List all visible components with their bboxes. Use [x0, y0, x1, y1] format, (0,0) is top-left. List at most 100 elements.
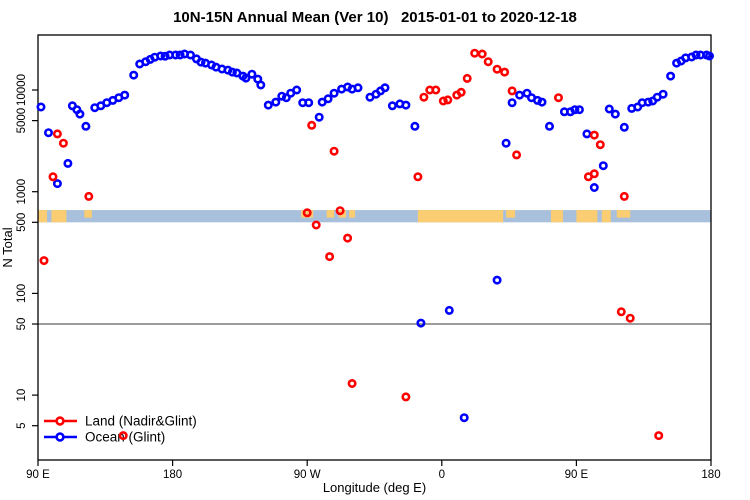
ocean-point [658, 89, 668, 99]
x-tick-label: 90 E [565, 469, 589, 481]
legend-marker-icon [55, 416, 65, 426]
ocean-point [574, 105, 584, 115]
ocean-point [120, 90, 130, 100]
y-tick-label: 50 [16, 318, 28, 331]
latitude-band-land-segment [349, 210, 356, 218]
latitude-band-land-segment [301, 210, 314, 218]
land-point [595, 140, 605, 150]
y-axis-title: N Total [0, 227, 15, 267]
ocean-point [175, 50, 185, 60]
land-point [462, 73, 472, 83]
ocean-point [570, 105, 580, 115]
ocean-point [156, 51, 166, 61]
land-point [431, 85, 441, 95]
ocean-point [544, 121, 554, 131]
ocean-point [416, 318, 426, 328]
ocean-point [515, 90, 525, 100]
ocean-point [459, 413, 469, 423]
latitude-band-ocean [38, 210, 711, 223]
legend-marker-icon [55, 432, 65, 442]
ocean-point [643, 97, 653, 107]
latitude-band-land-segment [550, 210, 563, 223]
land-point [52, 129, 62, 139]
latitude-band-land-segment [506, 210, 516, 218]
ocean-point [63, 158, 73, 168]
ocean-point [277, 91, 287, 101]
latitude-band-land-segment [326, 210, 335, 218]
x-tick-label: 90 E [26, 469, 50, 481]
ocean-point [537, 97, 547, 107]
ocean-point [160, 51, 170, 61]
ocean-point [387, 101, 397, 111]
ocean-point [666, 71, 676, 81]
ocean-point [619, 122, 629, 132]
ocean-point [247, 69, 257, 79]
ocean-point [256, 80, 266, 90]
ocean-point [186, 50, 196, 60]
x-tick-label: 90 W [294, 469, 321, 481]
land-point [438, 96, 448, 106]
ocean-point [227, 67, 237, 77]
ocean-point [329, 88, 339, 98]
ocean-point [281, 93, 291, 103]
ocean-point [129, 70, 139, 80]
land-point [419, 92, 429, 102]
land-point [470, 48, 480, 58]
land-point [307, 120, 317, 130]
x-tick-label: 0 [439, 469, 445, 481]
ocean-point [36, 102, 46, 112]
land-point [118, 431, 128, 441]
ocean-point [75, 109, 85, 119]
latitude-band-land-segment [84, 210, 92, 218]
ocean-point [704, 51, 714, 61]
y-tick-label: 5000 [16, 108, 28, 134]
ocean-point [292, 85, 302, 95]
land-point [512, 150, 522, 160]
land-point [456, 87, 466, 97]
land-point [329, 146, 339, 156]
land-point [302, 208, 312, 218]
land-point [413, 172, 423, 182]
y-tick-label: 500 [16, 213, 28, 232]
land-point [483, 57, 493, 67]
plot-frame [37, 34, 712, 461]
ocean-point [522, 88, 532, 98]
y-tick-label: 10000 [16, 74, 28, 106]
ocean-point [196, 57, 206, 67]
land-point [335, 206, 345, 216]
y-tick-label: 1000 [16, 179, 28, 205]
land-point [48, 172, 58, 182]
ocean-point [380, 83, 390, 93]
x-tick-label: 180 [163, 469, 182, 481]
land-point [492, 64, 502, 74]
latitude-band-land-segment [51, 210, 67, 223]
land-point [39, 256, 49, 266]
land-point [654, 431, 664, 441]
land-point [589, 130, 599, 140]
land-point [553, 93, 563, 103]
land-point [500, 67, 510, 77]
land-point [616, 307, 626, 317]
ocean-point [598, 161, 608, 171]
y-tick-label: 5 [16, 423, 28, 429]
land-point [58, 138, 68, 148]
land-point [443, 95, 453, 105]
land-point [477, 49, 487, 59]
y-tick-label: 100 [16, 284, 28, 303]
ocean-point [304, 98, 314, 108]
ocean-point [263, 100, 273, 110]
ocean-point [589, 183, 599, 193]
ocean-point [604, 104, 614, 114]
land-point [343, 233, 353, 243]
land-point [507, 86, 517, 96]
ocean-point [241, 73, 251, 83]
land-point [589, 169, 599, 179]
ocean-point [582, 129, 592, 139]
ocean-point [610, 109, 620, 119]
latitude-band-land-segment [417, 210, 504, 223]
ocean-point [52, 179, 62, 189]
chart-title: 10N-15N Annual Mean (Ver 10) 2015-01-01 … [173, 9, 577, 26]
ocean-point [271, 97, 281, 107]
